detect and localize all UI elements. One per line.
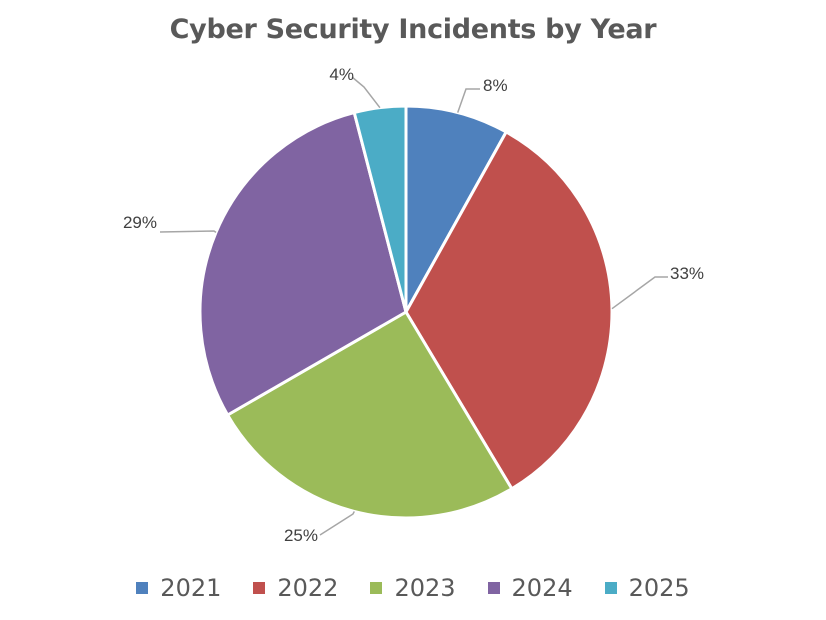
- leader-line-2023: [320, 511, 354, 535]
- legend-item-2024: 2024: [488, 574, 573, 602]
- legend-item-2025: 2025: [605, 574, 690, 602]
- data-label-2024: 29%: [123, 213, 157, 232]
- legend: 2021 2022 2023 2024 2025: [0, 574, 826, 602]
- legend-swatch-2023: [370, 582, 382, 594]
- legend-item-2023: 2023: [370, 574, 455, 602]
- legend-swatch-2025: [605, 582, 617, 594]
- legend-label-2021: 2021: [160, 574, 221, 602]
- data-label-2025: 4%: [329, 65, 354, 84]
- legend-item-2021: 2021: [136, 574, 221, 602]
- legend-label-2023: 2023: [394, 574, 455, 602]
- legend-label-2025: 2025: [629, 574, 690, 602]
- data-label-2023: 25%: [284, 526, 318, 545]
- legend-swatch-2022: [253, 582, 265, 594]
- legend-label-2024: 2024: [512, 574, 573, 602]
- leader-line-2021: [458, 89, 480, 113]
- leader-line-2025: [352, 77, 380, 108]
- data-label-2021: 8%: [483, 76, 508, 95]
- pie-chart: 8% 33% 25% 29% 4%: [0, 0, 826, 570]
- leader-line-2022: [612, 277, 668, 309]
- leader-line-2024: [160, 231, 216, 232]
- legend-label-2022: 2022: [277, 574, 338, 602]
- pie-slices: [200, 106, 612, 518]
- legend-swatch-2024: [488, 582, 500, 594]
- data-label-2022: 33%: [670, 264, 704, 283]
- legend-item-2022: 2022: [253, 574, 338, 602]
- legend-swatch-2021: [136, 582, 148, 594]
